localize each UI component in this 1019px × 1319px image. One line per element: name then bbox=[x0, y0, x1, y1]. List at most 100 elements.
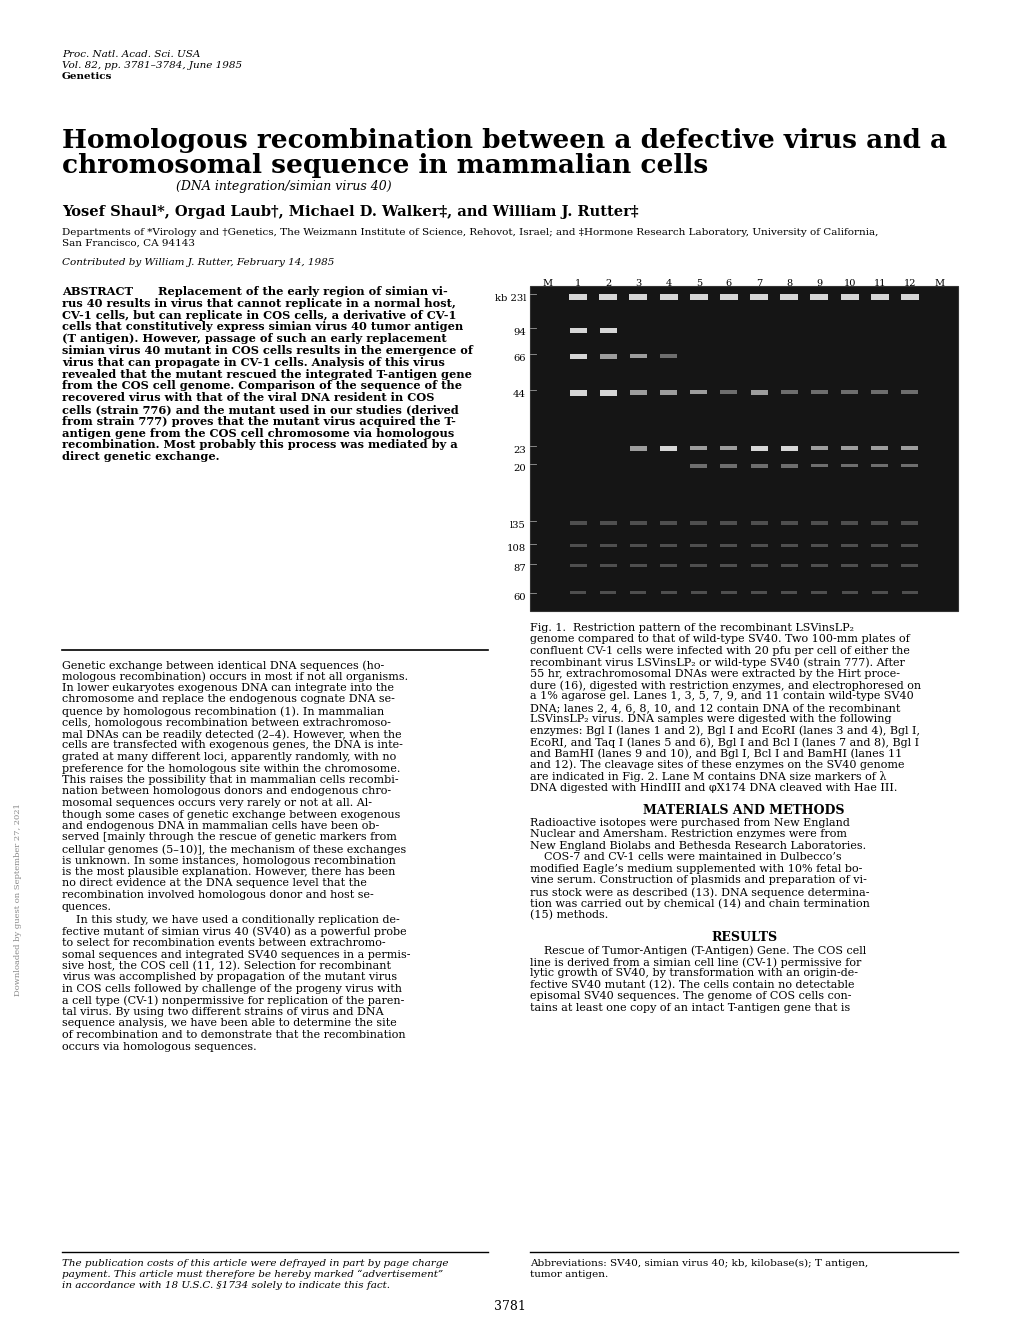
Bar bbox=[659, 543, 677, 547]
Text: Departments of *Virology and †Genetics, The Weizmann Institute of Science, Rehov: Departments of *Virology and †Genetics, … bbox=[62, 228, 877, 237]
Bar bbox=[900, 294, 918, 299]
Text: M: M bbox=[934, 280, 945, 288]
Text: 5: 5 bbox=[695, 280, 701, 288]
Bar bbox=[901, 464, 917, 467]
Bar bbox=[659, 294, 677, 299]
Bar bbox=[870, 543, 888, 547]
Bar bbox=[870, 464, 888, 467]
Text: direct genetic exchange.: direct genetic exchange. bbox=[62, 451, 219, 462]
Bar bbox=[750, 543, 767, 547]
Text: served [mainly through the rescue of genetic markers from: served [mainly through the rescue of gen… bbox=[62, 832, 396, 843]
Bar bbox=[629, 294, 647, 299]
Text: EcoRI, and Taq I (lanes 5 and 6), Bgl I and Bcl I (lanes 7 and 8), Bgl I: EcoRI, and Taq I (lanes 5 and 6), Bgl I … bbox=[530, 737, 918, 748]
Text: and BamHI (lanes 9 and 10), and Bgl I, Bcl I and BamHI (lanes 11: and BamHI (lanes 9 and 10), and Bgl I, B… bbox=[530, 748, 902, 758]
Bar bbox=[569, 565, 586, 567]
Text: Fig. 1.  Restriction pattern of the recombinant LSVinsLP₂: Fig. 1. Restriction pattern of the recom… bbox=[530, 623, 853, 633]
Text: from strain 777) proves that the mutant virus acquired the T-: from strain 777) proves that the mutant … bbox=[62, 415, 455, 427]
Bar bbox=[630, 521, 646, 525]
Text: confluent CV-1 cells were infected with 20 pfu per cell of either the: confluent CV-1 cells were infected with … bbox=[530, 646, 909, 656]
Bar bbox=[810, 446, 827, 450]
Text: mologous recombination) occurs in most if not all organisms.: mologous recombination) occurs in most i… bbox=[62, 671, 408, 682]
Text: vine serum. Construction of plasmids and preparation of vi-: vine serum. Construction of plasmids and… bbox=[530, 876, 866, 885]
Text: l35: l35 bbox=[510, 521, 526, 530]
Text: MATERIALS AND METHODS: MATERIALS AND METHODS bbox=[643, 805, 844, 816]
Text: 2: 2 bbox=[604, 280, 610, 288]
Bar bbox=[570, 591, 586, 594]
Bar bbox=[841, 464, 857, 467]
Bar bbox=[841, 565, 857, 567]
Bar bbox=[660, 591, 676, 594]
Text: fective mutant of simian virus 40 (SV40) as a powerful probe: fective mutant of simian virus 40 (SV40)… bbox=[62, 926, 407, 936]
Text: genome compared to that of wild-type SV40. Two 100-mm plates of: genome compared to that of wild-type SV4… bbox=[530, 634, 909, 645]
Text: are indicated in Fig. 2. Lane M contains DNA size markers of λ: are indicated in Fig. 2. Lane M contains… bbox=[530, 772, 886, 782]
Text: RESULTS: RESULTS bbox=[710, 931, 776, 944]
Text: The publication costs of this article were defrayed in part by page charge: The publication costs of this article we… bbox=[62, 1260, 448, 1268]
Text: 20: 20 bbox=[513, 464, 526, 474]
Bar bbox=[659, 565, 677, 567]
Bar bbox=[719, 521, 737, 525]
Bar bbox=[599, 543, 616, 547]
Text: 4: 4 bbox=[664, 280, 672, 288]
Bar bbox=[659, 390, 677, 394]
Bar bbox=[659, 353, 677, 357]
Bar bbox=[780, 446, 797, 451]
Text: 12: 12 bbox=[903, 280, 915, 288]
Text: tion was carried out by chemical (14) and chain termination: tion was carried out by chemical (14) an… bbox=[530, 898, 869, 909]
Text: 44: 44 bbox=[513, 390, 526, 400]
Bar bbox=[530, 286, 957, 611]
Bar bbox=[870, 390, 888, 394]
Text: In this study, we have used a conditionally replication de-: In this study, we have used a conditiona… bbox=[62, 915, 399, 925]
Text: Downloaded by guest on September 27, 2021: Downloaded by guest on September 27, 202… bbox=[14, 803, 22, 996]
Text: 7: 7 bbox=[755, 280, 761, 288]
Bar bbox=[690, 543, 706, 547]
Text: recovered virus with that of the viral DNA resident in COS: recovered virus with that of the viral D… bbox=[62, 392, 434, 404]
Bar bbox=[781, 591, 797, 594]
Text: a 1% agarose gel. Lanes 1, 3, 5, 7, 9, and 11 contain wild-type SV40: a 1% agarose gel. Lanes 1, 3, 5, 7, 9, a… bbox=[530, 691, 913, 702]
Bar bbox=[870, 521, 888, 525]
Text: Proc. Natl. Acad. Sci. USA: Proc. Natl. Acad. Sci. USA bbox=[62, 50, 200, 59]
Text: quences.: quences. bbox=[62, 901, 112, 911]
Text: LSVinsLP₂ virus. DNA samples were digested with the following: LSVinsLP₂ virus. DNA samples were digest… bbox=[530, 714, 891, 724]
Bar bbox=[810, 521, 827, 525]
Text: 11: 11 bbox=[872, 280, 886, 288]
Text: rus 40 results in virus that cannot replicate in a normal host,: rus 40 results in virus that cannot repl… bbox=[62, 298, 455, 309]
Bar bbox=[690, 390, 706, 394]
Text: 1: 1 bbox=[575, 280, 581, 288]
Text: This raises the possibility that in mammalian cells recombi-: This raises the possibility that in mamm… bbox=[62, 776, 398, 785]
Text: chromosomal sequence in mammalian cells: chromosomal sequence in mammalian cells bbox=[62, 153, 707, 178]
Text: ABSTRACT: ABSTRACT bbox=[62, 286, 132, 297]
Bar bbox=[599, 294, 616, 299]
Bar bbox=[659, 446, 677, 451]
Text: Vol. 82, pp. 3781–3784, June 1985: Vol. 82, pp. 3781–3784, June 1985 bbox=[62, 61, 242, 70]
Text: Nuclear and Amersham. Restriction enzymes were from: Nuclear and Amersham. Restriction enzyme… bbox=[530, 830, 846, 839]
Text: virus that can propagate in CV-1 cells. Analysis of this virus: virus that can propagate in CV-1 cells. … bbox=[62, 357, 444, 368]
Text: enzymes: Bgl I (lanes 1 and 2), Bgl I and EcoRI (lanes 3 and 4), Bgl I,: enzymes: Bgl I (lanes 1 and 2), Bgl I an… bbox=[530, 725, 919, 736]
Text: recombination involved homologous donor and host se-: recombination involved homologous donor … bbox=[62, 890, 373, 900]
Text: virus was accomplished by propagation of the mutant virus: virus was accomplished by propagation of… bbox=[62, 972, 396, 983]
Bar bbox=[749, 294, 767, 299]
Text: 8: 8 bbox=[786, 280, 792, 288]
Bar bbox=[719, 464, 737, 468]
Text: COS-7 and CV-1 cells were maintained in Dulbecco’s: COS-7 and CV-1 cells were maintained in … bbox=[530, 852, 841, 863]
Bar bbox=[569, 328, 586, 332]
Bar bbox=[841, 521, 857, 525]
Bar bbox=[780, 543, 797, 547]
Text: kb 23l: kb 23l bbox=[494, 294, 526, 303]
Text: rus stock were as described (13). DNA sequence determina-: rus stock were as described (13). DNA se… bbox=[530, 886, 868, 897]
Bar bbox=[810, 543, 827, 547]
Text: Abbreviations: SV40, simian virus 40; kb, kilobase(s); T antigen,: Abbreviations: SV40, simian virus 40; kb… bbox=[530, 1260, 867, 1268]
Bar bbox=[750, 464, 767, 468]
Bar bbox=[630, 390, 646, 394]
Bar bbox=[901, 543, 917, 547]
Bar bbox=[630, 446, 646, 451]
Text: 55 hr, extrachromosomal DNAs were extracted by the Hirt proce-: 55 hr, extrachromosomal DNAs were extrac… bbox=[530, 669, 899, 678]
Text: recombination. Most probably this process was mediated by a: recombination. Most probably this proces… bbox=[62, 439, 458, 450]
Bar bbox=[901, 390, 917, 394]
Bar bbox=[841, 591, 857, 594]
Text: fective SV40 mutant (12). The cells contain no detectable: fective SV40 mutant (12). The cells cont… bbox=[530, 980, 854, 991]
Text: Homologous recombination between a defective virus and a: Homologous recombination between a defec… bbox=[62, 128, 947, 153]
Text: DNA; lanes 2, 4, 6, 8, 10, and 12 contain DNA of the recombinant: DNA; lanes 2, 4, 6, 8, 10, and 12 contai… bbox=[530, 703, 900, 712]
Text: to select for recombination events between extrachromo-: to select for recombination events betwe… bbox=[62, 938, 385, 948]
Text: In lower eukaryotes exogenous DNA can integrate into the: In lower eukaryotes exogenous DNA can in… bbox=[62, 683, 393, 692]
Text: a cell type (CV-1) nonpermissive for replication of the paren-: a cell type (CV-1) nonpermissive for rep… bbox=[62, 996, 404, 1006]
